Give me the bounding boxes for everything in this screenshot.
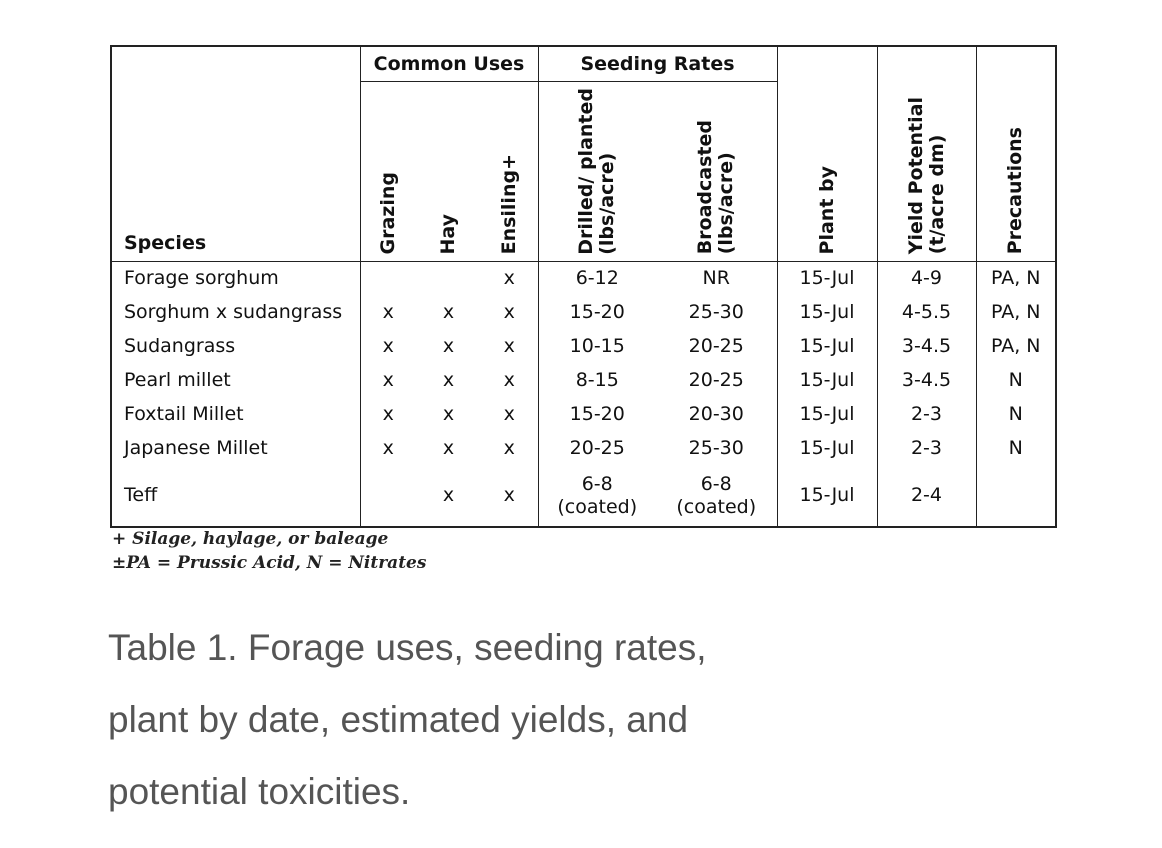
header-species: Species xyxy=(124,231,207,254)
caption-line: Table 1. Forage uses, seeding rates, xyxy=(108,627,707,668)
cell-ensiling: x xyxy=(503,403,515,426)
cell-plant-by: 15-Jul xyxy=(776,363,877,398)
forage-table: Species Common Uses Seeding Rates Plant … xyxy=(110,45,1057,528)
header-seeding-rates: Seeding Rates xyxy=(537,46,777,82)
cell-drilled: 15-20 xyxy=(537,397,656,432)
header-ensiling: Ensiling+ xyxy=(497,154,520,255)
cell-drilled: 6-8 (coated) xyxy=(537,465,656,527)
header-drilled: Drilled/ planted (lbs/acre) xyxy=(537,81,656,262)
cell-ensiling: x xyxy=(503,267,515,290)
cell-grazing: x xyxy=(359,295,416,330)
footnote-silage: + Silage, haylage, or baleage xyxy=(112,529,389,549)
cell-precautions: PA, N xyxy=(975,261,1056,296)
cell-grazing: x xyxy=(359,363,416,398)
cell-grazing xyxy=(359,261,416,296)
caption-line: potential toxicities. xyxy=(108,771,411,812)
header-broadcasted: Broadcasted (lbs/acre) xyxy=(694,120,738,255)
table-row: Pearl millet x x x 8-15 20-25 15-Jul 3-4.5 N xyxy=(111,363,1056,398)
cell-yield: 4-5.5 xyxy=(876,295,976,330)
table-row: Sudangrass x x x 10-15 20-25 15-Jul 3-4.5 PA, N xyxy=(111,329,1056,364)
cell-precautions: N xyxy=(975,363,1056,398)
cell-plant-by: 15-Jul xyxy=(776,261,877,296)
table-row: Japanese Millet x x x 20-25 25-30 15-Jul 2-3 N xyxy=(111,431,1056,466)
cell-species: Teff xyxy=(124,484,158,507)
cell-plant-by: 15-Jul xyxy=(776,329,877,364)
cell-yield: 2-3 xyxy=(876,431,976,466)
cell-precautions: PA, N xyxy=(975,295,1056,330)
caption-line: plant by date, estimated yields, and xyxy=(108,699,689,740)
cell-yield: 3-4.5 xyxy=(876,329,976,364)
cell-hay: x xyxy=(442,484,455,507)
cell-hay: x xyxy=(442,335,455,358)
cell-ensiling: x xyxy=(503,437,515,460)
header-precautions: Precautions xyxy=(975,46,1056,262)
cell-precautions: PA, N xyxy=(975,329,1056,364)
header-yield: Yield Potential (t/acre dm) xyxy=(876,46,976,262)
cell-yield: 2-4 xyxy=(876,465,976,527)
cell-precautions: N xyxy=(975,431,1056,466)
cell-yield: 4-9 xyxy=(876,261,976,296)
cell-grazing: x xyxy=(359,397,416,432)
cell-ensiling: x xyxy=(503,369,515,392)
cell-hay: x xyxy=(442,403,455,426)
header-common-uses: Common Uses xyxy=(359,46,538,82)
cell-drilled: 8-15 xyxy=(537,363,656,398)
cell-species: Sorghum x sudangrass xyxy=(124,301,343,324)
cell-yield: 2-3 xyxy=(876,397,976,432)
footnote-precautions: ±PA = Prussic Acid, N = Nitrates xyxy=(112,553,427,573)
cell-broadcasted: 20-30 xyxy=(688,403,744,426)
cell-hay: x xyxy=(442,301,455,324)
cell-grazing: x xyxy=(359,329,416,364)
header-grazing: Grazing xyxy=(359,81,416,262)
cell-drilled: 15-20 xyxy=(537,295,656,330)
footnotes: + Silage, haylage, or baleage ±PA = Prus… xyxy=(112,527,426,575)
cell-species: Japanese Millet xyxy=(124,437,268,460)
table-row: Forage sorghum x 6-12 NR 15-Jul 4-9 PA, N xyxy=(111,261,1056,296)
table-caption: Table 1. Forage uses, seeding rates, pla… xyxy=(108,612,707,828)
cell-species: Pearl millet xyxy=(124,369,231,392)
cell-plant-by: 15-Jul xyxy=(776,431,877,466)
cell-broadcasted: NR xyxy=(702,267,730,290)
cell-yield: 3-4.5 xyxy=(876,363,976,398)
cell-grazing: x xyxy=(359,431,416,466)
cell-drilled: 20-25 xyxy=(537,431,656,466)
cell-hay: x xyxy=(442,369,455,392)
cell-broadcasted: 20-25 xyxy=(688,335,744,358)
cell-precautions xyxy=(975,465,1056,527)
cell-grazing xyxy=(359,465,416,527)
cell-ensiling: x xyxy=(503,335,515,358)
cell-drilled: 6-12 xyxy=(537,261,656,296)
cell-drilled: 10-15 xyxy=(537,329,656,364)
cell-hay xyxy=(416,261,481,296)
table-row: Teff x x 6-8 (coated) 6-8 (coated) 15-Jul 2-4 xyxy=(111,465,1056,527)
cell-precautions: N xyxy=(975,397,1056,432)
table-row: Foxtail Millet x x x 15-20 20-30 15-Jul 2-3 N xyxy=(111,397,1056,432)
cell-plant-by: 15-Jul xyxy=(776,295,877,330)
cell-broadcasted: 25-30 xyxy=(688,437,744,460)
cell-plant-by: 15-Jul xyxy=(776,465,877,527)
cell-broadcasted: 6-8 (coated) xyxy=(676,472,757,518)
cell-hay: x xyxy=(442,437,455,460)
cell-broadcasted: 25-30 xyxy=(688,301,744,324)
header-hay: Hay xyxy=(437,214,459,255)
header-plant-by: Plant by xyxy=(776,46,877,262)
cell-species: Foxtail Millet xyxy=(124,403,244,426)
cell-species: Forage sorghum xyxy=(124,267,279,290)
cell-species: Sudangrass xyxy=(124,335,236,358)
cell-broadcasted: 20-25 xyxy=(688,369,744,392)
table-row: Sorghum x sudangrass x x x 15-20 25-30 15-Jul 4… xyxy=(111,295,1056,330)
cell-ensiling: x xyxy=(503,301,515,324)
cell-ensiling: x xyxy=(503,484,515,507)
cell-plant-by: 15-Jul xyxy=(776,397,877,432)
